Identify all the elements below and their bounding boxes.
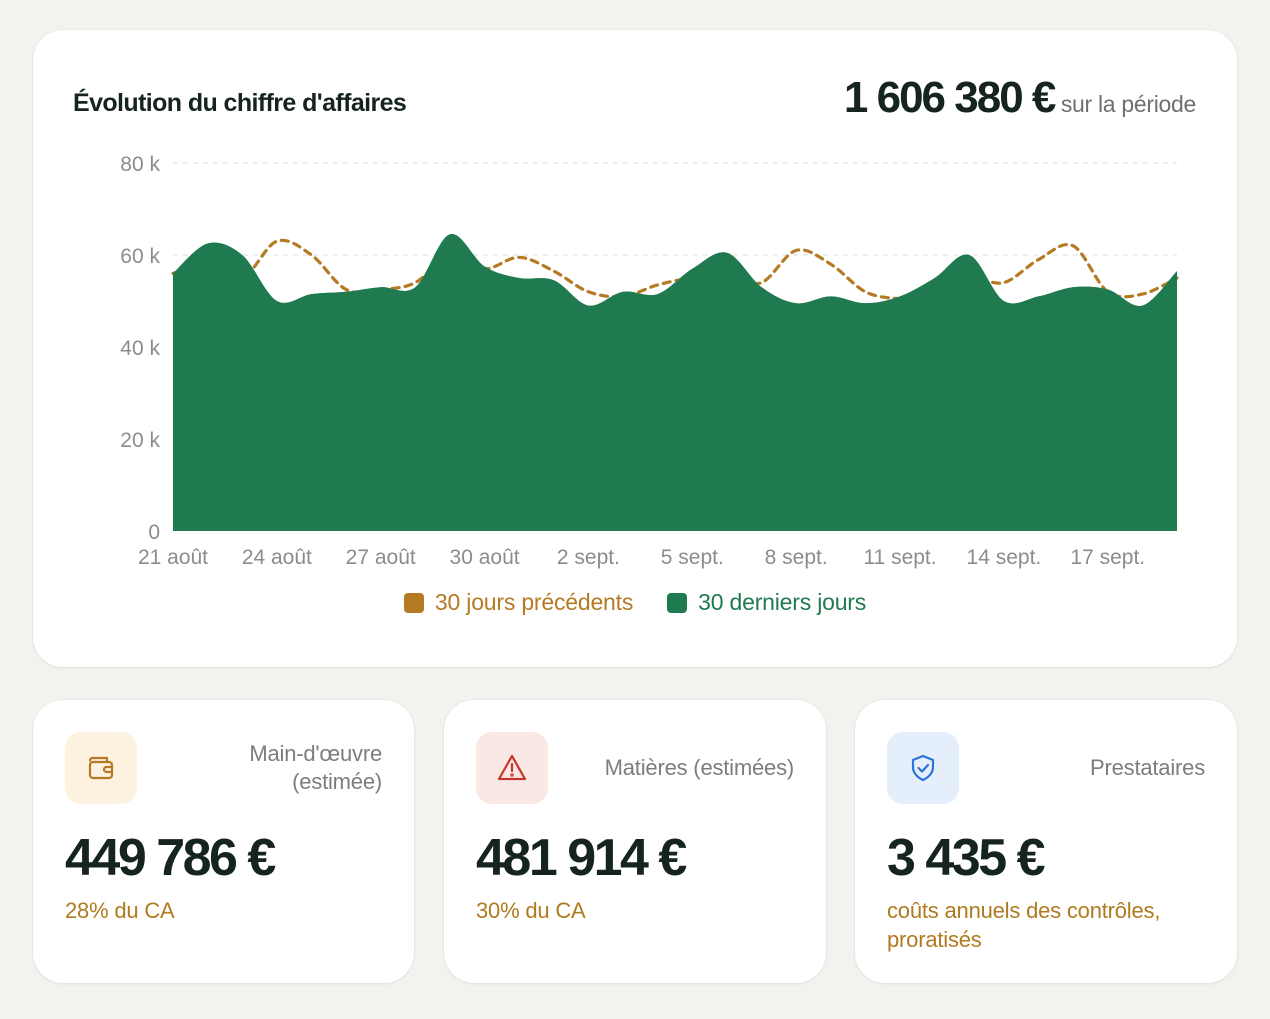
- legend-item-previous[interactable]: 30 jours précédents: [403, 589, 634, 616]
- stat-label-line: (estimée): [292, 769, 382, 794]
- x-tick-label: 14 sept.: [967, 546, 1042, 569]
- period-total: 1 606 380 € sur la période: [844, 73, 1196, 123]
- y-tick-label: 80 k: [120, 153, 160, 176]
- y-axis: 0 20 k 40 k 60 k 80 k: [120, 153, 160, 544]
- x-tick-label: 30 août: [450, 546, 520, 569]
- stat-label-line: Main-d'œuvre: [249, 741, 382, 766]
- y-tick-label: 60 k: [120, 245, 160, 268]
- period-total-amount: 1 606 380 €: [843, 73, 1056, 122]
- stat-subtext: coûts annuels des contrôles, proratisés: [887, 898, 1161, 952]
- stat-subtext: 30% du CA: [476, 898, 586, 923]
- legend-swatch-current: [667, 592, 688, 613]
- stat-label: Matières (estimées): [604, 754, 795, 782]
- materials-cost-card: Matières (estimées) 481 914 € 30% du CA: [444, 700, 826, 983]
- series-line-previous[interactable]: [171, 238, 1179, 301]
- warning-icon: [476, 732, 548, 804]
- x-tick-label: 11 sept.: [863, 546, 936, 569]
- stat-label: Prestataires: [1090, 754, 1205, 782]
- revenue-area-chart[interactable]: 0 20 k 40 k 60 k 80 k 21 août 24 août 27 août 3…: [33, 30, 1237, 590]
- stat-subtext: 28% du CA: [65, 898, 175, 923]
- x-tick-label: 8 sept.: [765, 546, 828, 569]
- x-tick-label: 5 sept.: [661, 546, 724, 569]
- stat-label-line: Matières (estimées): [604, 755, 795, 780]
- legend-swatch-previous: [403, 592, 424, 613]
- stat-label: Main-d'œuvre (estimée): [249, 740, 382, 796]
- y-tick-label: 0: [148, 521, 160, 544]
- contractors-cost-card: Prestataires 3 435 € coûts annuels des c…: [855, 700, 1237, 983]
- x-tick-label: 21 août: [138, 546, 208, 569]
- stat-value: 449 786 €: [65, 829, 276, 887]
- stat-value: 481 914 €: [476, 829, 687, 887]
- x-tick-label: 27 août: [346, 546, 416, 569]
- y-tick-label: 40 k: [120, 337, 160, 360]
- legend-label-current: 30 derniers jours: [698, 589, 867, 615]
- x-axis: 21 août 24 août 27 août 30 août 2 sept. 5 sep…: [138, 546, 1145, 569]
- x-tick-label: 17 sept.: [1070, 546, 1145, 569]
- labor-cost-card: Main-d'œuvre (estimée) 449 786 € 28% du …: [33, 700, 414, 983]
- y-tick-label: 20 k: [120, 429, 160, 452]
- revenue-chart-card: Évolution du chiffre d'affaires 1 606 38…: [33, 30, 1237, 667]
- chart-legend: 30 jours précédents 30 derniers jours: [33, 589, 1237, 616]
- period-total-suffix: sur la période: [1060, 91, 1196, 117]
- legend-item-current[interactable]: 30 derniers jours: [667, 589, 866, 616]
- chart-title: Évolution du chiffre d'affaires: [73, 89, 407, 117]
- stat-label-line: Prestataires: [1090, 755, 1205, 780]
- x-tick-label: 24 août: [242, 546, 312, 569]
- series-layer: [171, 234, 1179, 532]
- shield-check-icon: [887, 732, 959, 804]
- wallet-icon: [65, 732, 137, 804]
- x-tick-label: 2 sept.: [557, 546, 620, 569]
- series-area-current-overlay: [173, 234, 1177, 532]
- legend-label-previous: 30 jours précédents: [434, 589, 634, 615]
- stat-value: 3 435 €: [887, 829, 1046, 887]
